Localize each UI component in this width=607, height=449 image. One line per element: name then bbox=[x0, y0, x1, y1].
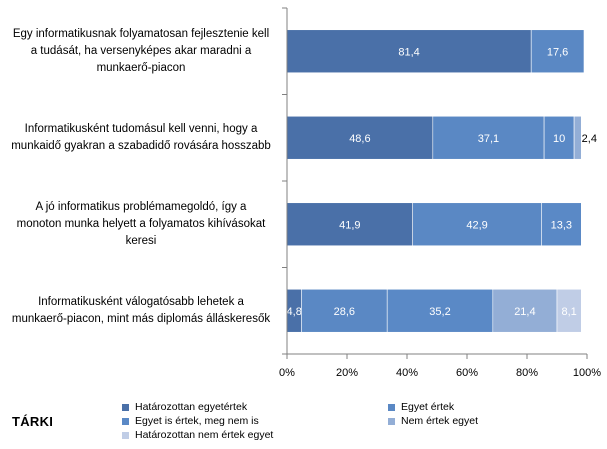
data-label: 48,6 bbox=[349, 133, 370, 145]
bar-segment bbox=[573, 115, 582, 160]
category-label-line: Egy informatikusnak folyamatosan fejlesz… bbox=[12, 27, 270, 40]
x-tick-label: 80% bbox=[516, 367, 538, 379]
data-label: 28,6 bbox=[334, 306, 355, 318]
x-tick-label: 0% bbox=[279, 367, 295, 379]
bars-group: 81,4 17,6 48,6 37,1 10 2,4 41,9 42,9 13,3 4,8 28,6… bbox=[286, 29, 597, 333]
legend-item: Határozottan nem értek egyet bbox=[122, 429, 273, 441]
bar-segment bbox=[286, 29, 532, 74]
legend-item: Egyet is értek, meg nem is bbox=[122, 415, 259, 427]
data-label: 2,4 bbox=[582, 133, 597, 145]
x-tick-label: 60% bbox=[456, 367, 478, 379]
category-label-line: A jó informatikus problémamegoldó, így a bbox=[35, 200, 247, 213]
data-label: 8,1 bbox=[562, 306, 577, 318]
category-label-line: Informatikusként válogatósabb lehetek a bbox=[38, 295, 244, 308]
legend-label: Határozottan nem értek egyet bbox=[135, 429, 274, 441]
legend-item: Határozottan egyetértek bbox=[122, 401, 247, 413]
category-label: A jó informatikus problémamegoldó, így a… bbox=[2, 199, 280, 250]
legend-label: Nem értek egyet bbox=[401, 415, 479, 427]
category-label: Egy informatikusnak folyamatosan fejlesz… bbox=[2, 26, 280, 77]
legend-swatch bbox=[388, 403, 395, 411]
bar-segment bbox=[541, 202, 582, 247]
data-label: 4,8 bbox=[287, 306, 302, 318]
legend-label: Egyet értek bbox=[401, 401, 455, 413]
data-label: 10 bbox=[553, 133, 565, 145]
x-tick-label: 20% bbox=[336, 367, 358, 379]
legend-label: Határozottan egyetértek bbox=[135, 401, 248, 413]
data-label: 81,4 bbox=[398, 46, 419, 58]
bar-segment bbox=[492, 288, 558, 333]
legend-swatch bbox=[122, 403, 129, 411]
legend-swatch bbox=[122, 431, 129, 439]
bar-segment bbox=[543, 115, 575, 160]
legend-item: Nem értek egyet bbox=[388, 415, 478, 427]
category-label-line: keresi bbox=[125, 234, 157, 247]
bar-segment bbox=[301, 288, 388, 333]
category-label-line: munkaidő gyakran a szabadidő rovására ho… bbox=[11, 139, 271, 152]
category-label: Informatikusként válogatósabb lehetek a m… bbox=[2, 294, 280, 328]
x-tick-label: 40% bbox=[396, 367, 418, 379]
category-label-line: a tudását, ha versenyképes akar maradni … bbox=[30, 44, 252, 57]
legend: Határozottan egyetértek Egyet értek Egyet … bbox=[122, 401, 542, 445]
data-label: 17,6 bbox=[547, 46, 568, 58]
legend-swatch bbox=[388, 417, 395, 425]
bar-segment bbox=[556, 288, 582, 333]
axes-group: 0% 20% 40% 60% 80% 100% bbox=[279, 7, 601, 379]
legend-label: Egyet is értek, meg nem is bbox=[135, 415, 259, 427]
source-label: TÁRKI bbox=[12, 414, 54, 429]
bar-segment bbox=[286, 115, 434, 160]
bar-segment bbox=[386, 288, 494, 333]
x-tick-label: 100% bbox=[573, 367, 601, 379]
legend-swatch bbox=[122, 417, 129, 425]
data-label: 41,9 bbox=[339, 219, 360, 231]
category-label-line: munkaerő-piacon bbox=[96, 61, 186, 74]
category-label-line: Informatikusként tudomásul kell venni, h… bbox=[24, 122, 258, 135]
data-label: 35,2 bbox=[429, 306, 450, 318]
category-label-line: monoton munka helyett a folyamatos kihív… bbox=[16, 217, 266, 230]
bar-segment bbox=[530, 29, 585, 74]
data-label: 21,4 bbox=[514, 306, 535, 318]
data-label: 13,3 bbox=[551, 219, 572, 231]
bar-segment bbox=[412, 202, 542, 247]
data-label: 42,9 bbox=[466, 219, 487, 231]
legend-item: Egyet értek bbox=[388, 401, 454, 413]
bar-segment bbox=[432, 115, 545, 160]
data-label: 37,1 bbox=[478, 133, 499, 145]
category-label: Informatikusként tudomásul kell venni, h… bbox=[2, 121, 280, 155]
category-label-line: munkaerő-piacon, mint más diplomás állás… bbox=[11, 312, 271, 325]
